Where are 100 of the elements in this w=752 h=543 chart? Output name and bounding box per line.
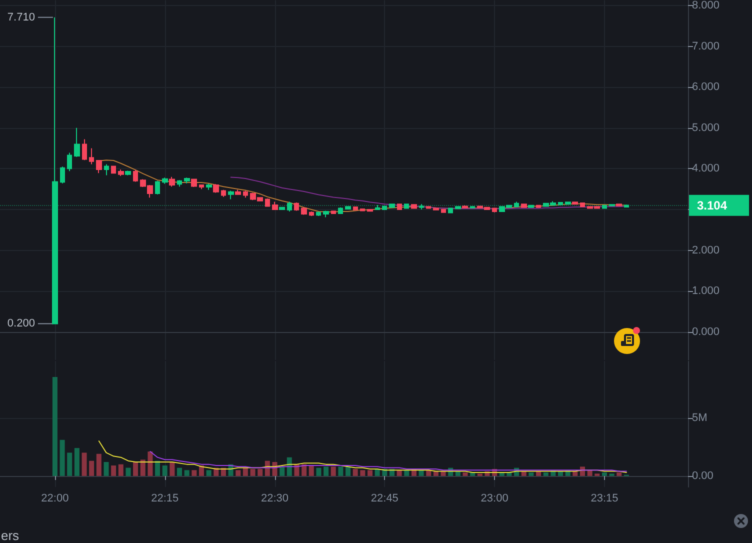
bar <box>198 465 204 476</box>
bar <box>89 460 94 476</box>
bar <box>52 377 58 476</box>
bar <box>374 468 380 476</box>
bar <box>616 472 622 476</box>
bar <box>82 452 87 476</box>
candlestick <box>360 208 365 212</box>
candlestick <box>82 138 87 161</box>
candlestick <box>301 206 307 216</box>
candlestick <box>397 203 402 210</box>
candlestick <box>411 204 417 210</box>
candlestick <box>514 201 519 208</box>
candlestick <box>492 207 497 213</box>
candlestick <box>67 152 72 172</box>
ref-line-label: 3.104 <box>697 198 728 212</box>
bar <box>528 472 534 476</box>
y-tick-label: 4.000 <box>692 162 720 175</box>
bar <box>148 452 153 476</box>
bar <box>111 465 116 476</box>
bar <box>404 470 410 476</box>
candlestick <box>309 211 314 216</box>
y-tick-label: 8.000 <box>692 0 720 12</box>
annotation: 7.710 <box>7 11 35 24</box>
candlestick <box>133 169 138 182</box>
candlestick <box>118 168 124 177</box>
candlestick <box>375 204 380 210</box>
candlestick <box>331 210 336 214</box>
candlestick <box>89 148 94 165</box>
line-series <box>98 440 627 473</box>
candlestick <box>521 203 527 208</box>
candlestick <box>323 210 329 218</box>
bar <box>462 472 468 476</box>
candlestick <box>470 206 475 209</box>
bar <box>170 462 175 476</box>
bar <box>330 466 336 476</box>
candlestick <box>426 206 431 210</box>
y-tick-label: 7.000 <box>692 40 720 52</box>
candlestick <box>155 180 160 195</box>
bar <box>418 470 424 476</box>
candlestick <box>316 211 321 216</box>
y-tick-label: 5.000 <box>692 122 720 134</box>
candlestick <box>536 204 541 208</box>
candlestick <box>272 201 278 210</box>
bar <box>280 466 285 476</box>
candlestick <box>433 207 439 211</box>
candlestick <box>199 184 204 190</box>
candlestick <box>565 201 571 206</box>
bar <box>302 464 307 476</box>
candlestick <box>528 204 534 208</box>
candlestick <box>345 206 351 210</box>
bar <box>396 470 402 476</box>
x-tick-label: 23:15 <box>590 492 618 504</box>
candlestick <box>419 204 424 210</box>
bar <box>258 468 263 476</box>
candlestick <box>162 177 168 184</box>
bar <box>470 472 476 476</box>
line-series <box>230 176 627 210</box>
candlestick <box>602 204 607 210</box>
candlestick <box>382 205 387 210</box>
candlestick <box>616 203 622 207</box>
candlestick <box>294 202 299 212</box>
candlestick <box>184 177 190 184</box>
y-tick-label: 0.000 <box>692 326 720 338</box>
bar <box>338 466 344 476</box>
bar <box>587 470 592 476</box>
candlestick <box>624 204 629 208</box>
bar <box>352 468 358 476</box>
bar <box>242 468 248 476</box>
x-tick-label: 22:00 <box>41 492 69 504</box>
candlestick <box>206 183 212 190</box>
bar <box>308 465 314 476</box>
text: ers <box>1 528 20 543</box>
y-tick-label: 2.000 <box>692 244 720 256</box>
candlestick <box>441 208 446 214</box>
x-tick-label: 23:00 <box>480 492 508 504</box>
bar <box>126 468 131 476</box>
candlestick <box>213 184 219 194</box>
candlestick <box>404 203 409 210</box>
candlestick <box>60 166 65 184</box>
candlestick <box>338 206 343 214</box>
y-tick-label: 6.000 <box>692 81 720 94</box>
bar <box>316 468 322 476</box>
bar <box>236 470 241 476</box>
bar <box>206 470 212 476</box>
bar <box>162 465 168 476</box>
candlestick <box>462 204 468 209</box>
candlestick <box>125 170 131 176</box>
candlestick <box>279 206 285 210</box>
candlestick <box>243 190 248 198</box>
candlestick <box>609 204 615 207</box>
candlestick <box>74 127 80 158</box>
candlestick <box>580 202 585 208</box>
bar <box>360 470 366 476</box>
candlestick <box>177 180 182 188</box>
candlestick <box>169 176 175 188</box>
y-tick-label: 1.000 <box>692 285 720 298</box>
bar <box>184 470 190 476</box>
candlestick <box>455 206 461 210</box>
bar <box>96 454 102 476</box>
bar <box>118 464 124 476</box>
